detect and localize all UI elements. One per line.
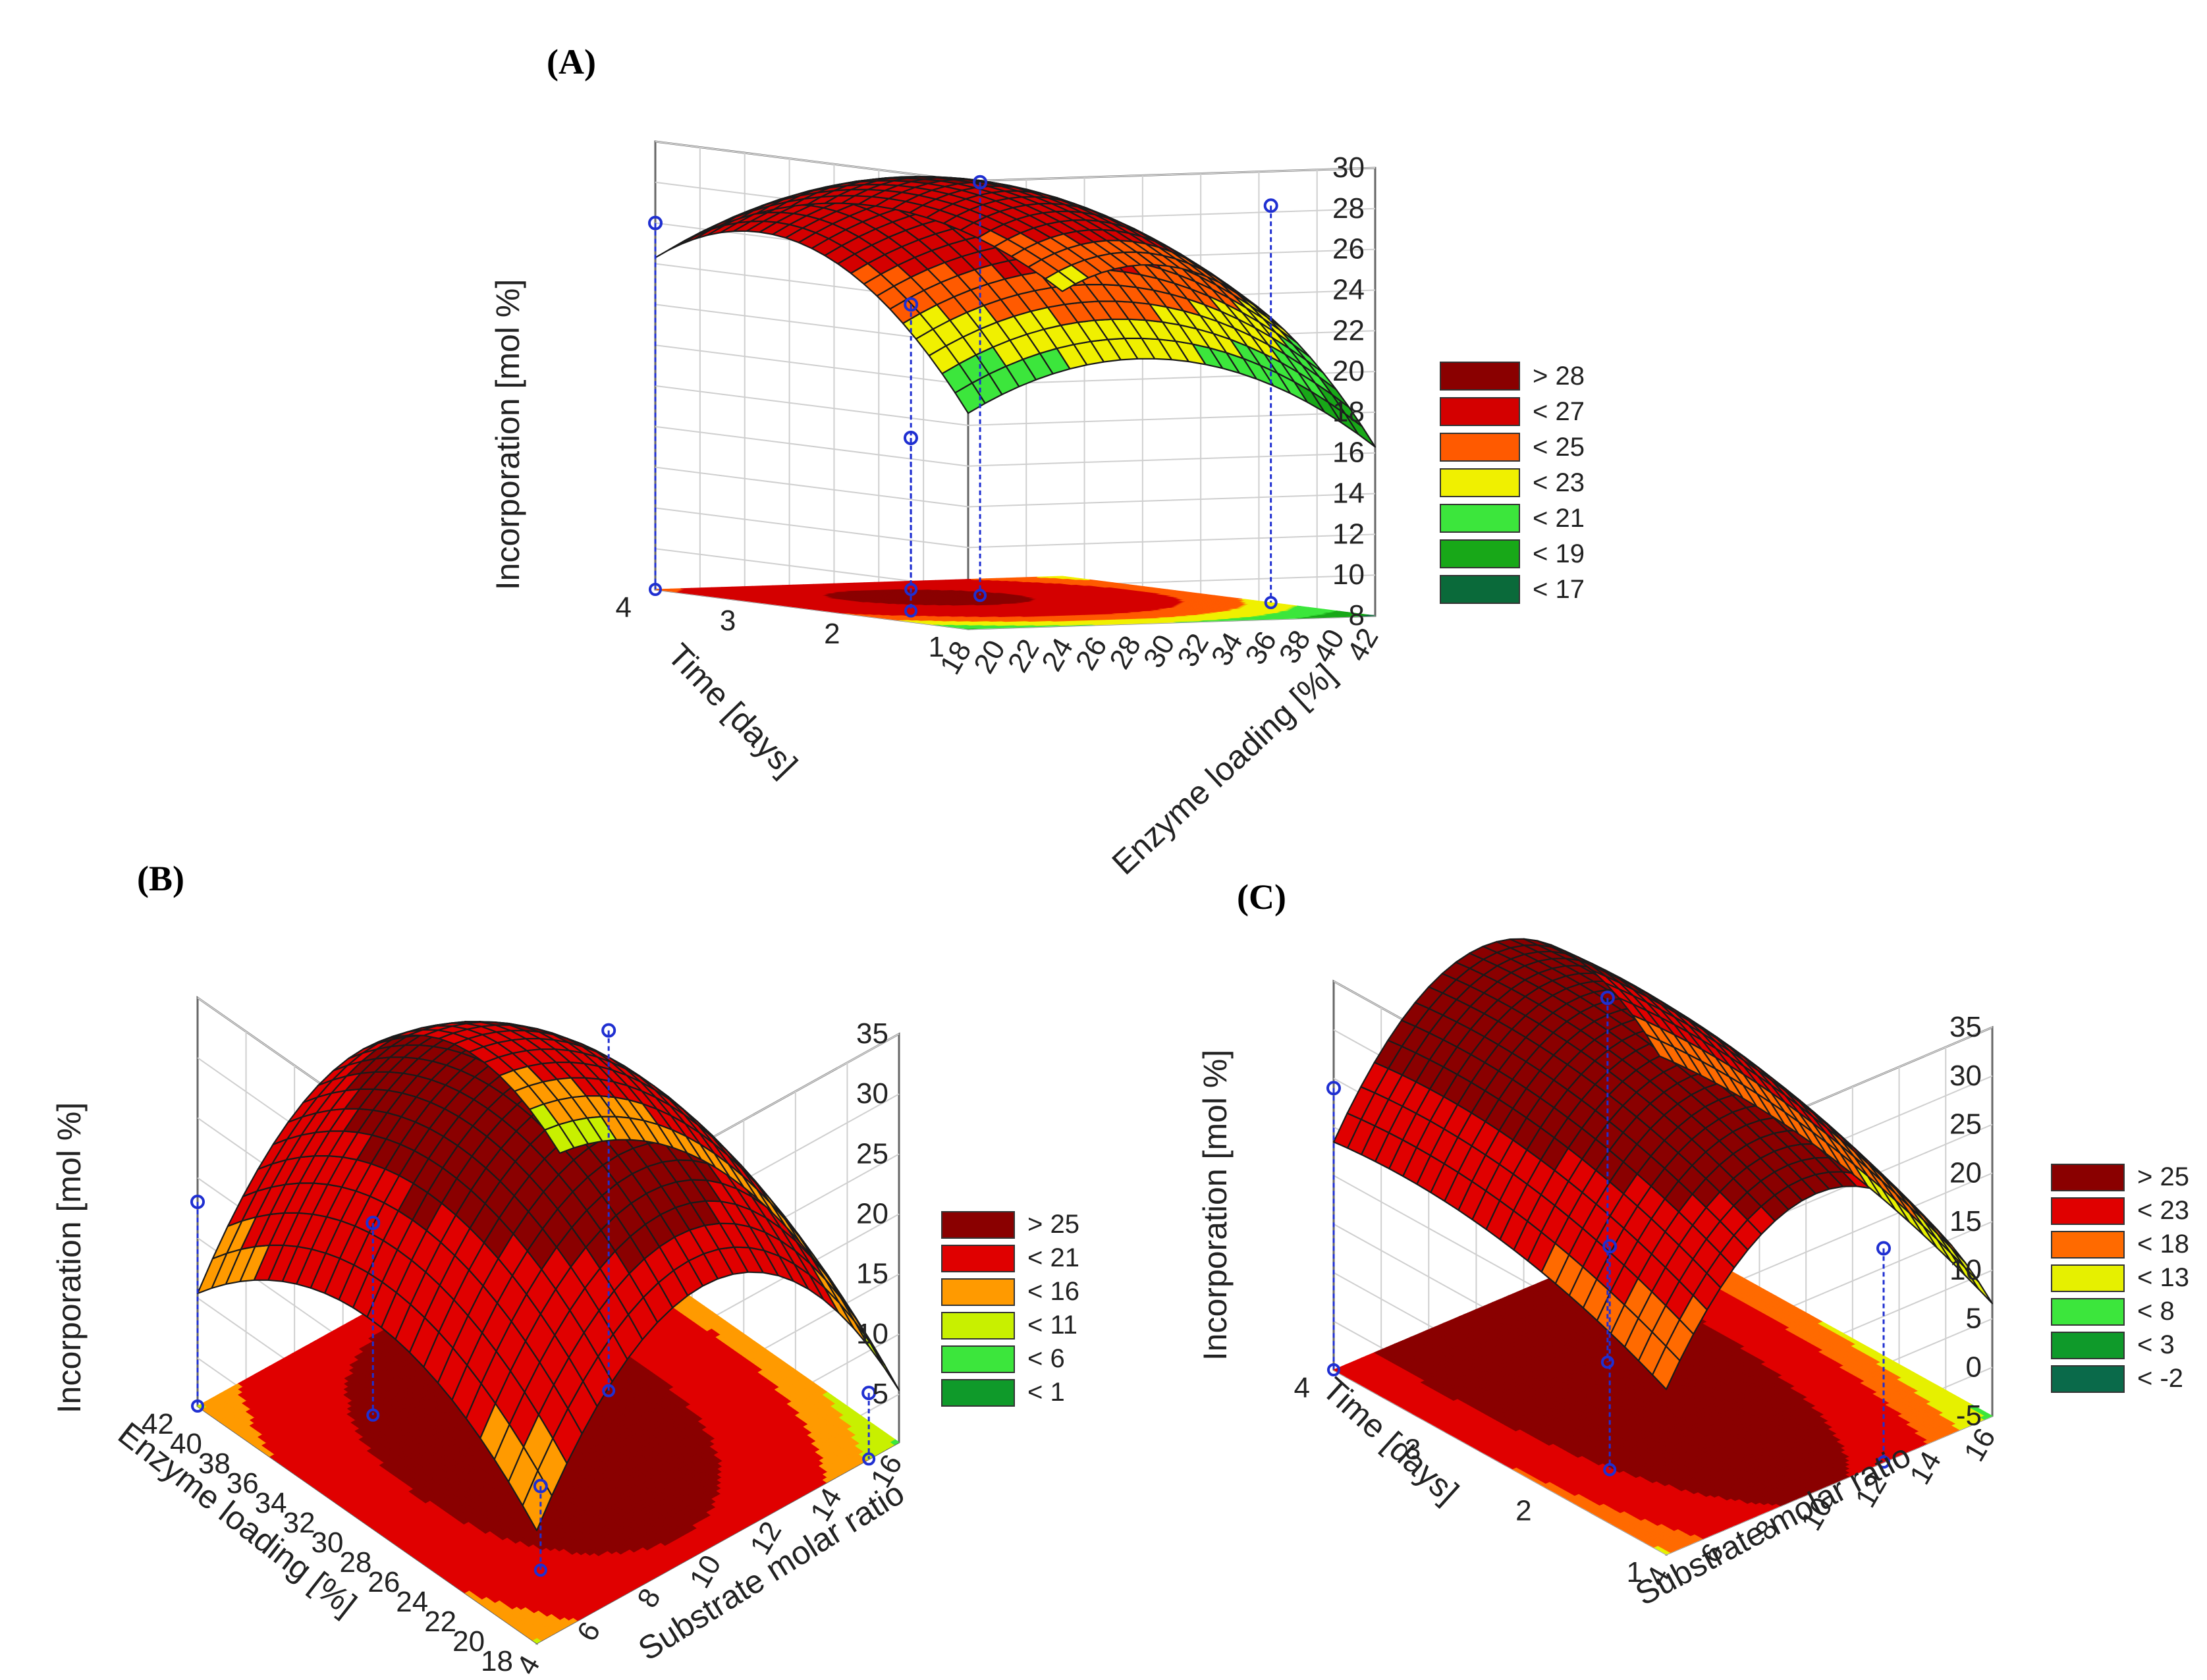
panel-a-gridline xyxy=(655,141,1376,182)
panel-a-label: (A) xyxy=(547,42,596,82)
panel-a-gridline xyxy=(655,507,1376,549)
panel-a-floor xyxy=(655,576,1376,630)
panel-a-gridline xyxy=(655,466,1376,508)
panel-a-gridline xyxy=(655,385,1376,426)
panel-a-gridline xyxy=(655,425,1376,467)
